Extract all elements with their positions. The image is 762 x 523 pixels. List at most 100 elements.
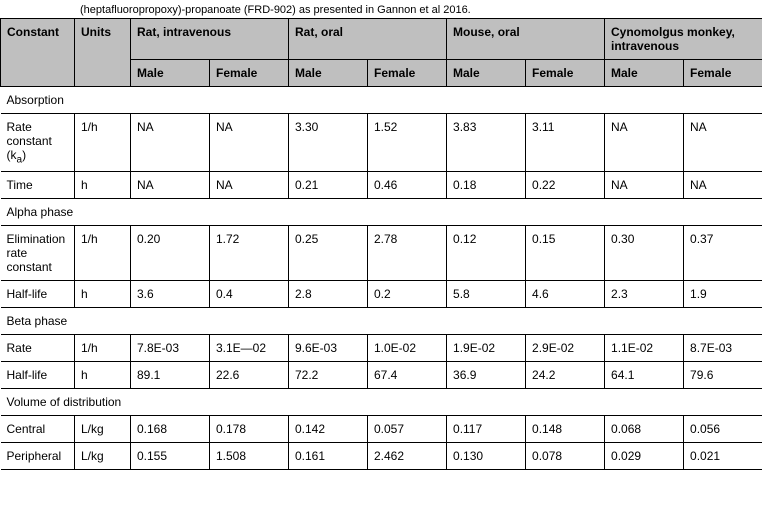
cell-value: 0.30	[605, 226, 684, 281]
cell-value: 1.72	[210, 226, 289, 281]
cell-value: 3.30	[289, 114, 368, 172]
cell-value: 67.4	[368, 362, 447, 389]
row-name: Time	[1, 172, 75, 199]
cell-value: 7.8E-03	[131, 335, 210, 362]
cell-value: 0.15	[526, 226, 605, 281]
cell-value: NA	[605, 172, 684, 199]
row-units: h	[75, 362, 131, 389]
col-male: Male	[605, 60, 684, 87]
col-female: Female	[526, 60, 605, 87]
cell-value: 0.117	[447, 416, 526, 443]
cell-value: 24.2	[526, 362, 605, 389]
cell-value: 2.462	[368, 443, 447, 470]
cell-value: 8.7E-03	[684, 335, 762, 362]
section-title: Beta phase	[1, 308, 762, 335]
cell-value: 0.25	[289, 226, 368, 281]
col-male: Male	[131, 60, 210, 87]
row-units: 1/h	[75, 335, 131, 362]
cell-value: 1.52	[368, 114, 447, 172]
col-group-rat-iv: Rat, intravenous	[131, 19, 289, 60]
cell-value: 2.78	[368, 226, 447, 281]
table-row: PeripheralL/kg0.1551.5080.1612.4620.1300…	[1, 443, 762, 470]
cell-value: 0.4	[210, 281, 289, 308]
col-female: Female	[368, 60, 447, 87]
table-body: AbsorptionRate constant (ka)1/hNANA3.301…	[1, 87, 762, 470]
table-header: Constant Units Rat, intravenous Rat, ora…	[1, 19, 762, 87]
cell-value: 9.6E-03	[289, 335, 368, 362]
cell-value: 1.9E-02	[447, 335, 526, 362]
table-row: Elimination rate constant1/h0.201.720.25…	[1, 226, 762, 281]
row-units: L/kg	[75, 416, 131, 443]
cell-value: 0.18	[447, 172, 526, 199]
cell-value: NA	[210, 172, 289, 199]
cell-value: 0.12	[447, 226, 526, 281]
cell-value: 0.20	[131, 226, 210, 281]
table-row: Rate1/h7.8E-033.1E—029.6E-031.0E-021.9E-…	[1, 335, 762, 362]
cell-value: 0.056	[684, 416, 762, 443]
cell-value: 64.1	[605, 362, 684, 389]
col-units: Units	[75, 19, 131, 87]
cell-value: 1.9	[684, 281, 762, 308]
table-row: TimehNANA0.210.460.180.22NANA	[1, 172, 762, 199]
cell-value: NA	[210, 114, 289, 172]
cell-value: 36.9	[447, 362, 526, 389]
col-group-cyno-iv: Cynomolgus monkey, intravenous	[605, 19, 762, 60]
row-name: Half-life	[1, 281, 75, 308]
section-title: Absorption	[1, 87, 762, 114]
cell-value: NA	[684, 114, 762, 172]
cell-value: 0.178	[210, 416, 289, 443]
col-male: Male	[447, 60, 526, 87]
cell-value: 0.078	[526, 443, 605, 470]
col-female: Female	[210, 60, 289, 87]
section-title: Volume of distribution	[1, 389, 762, 416]
cell-value: 0.021	[684, 443, 762, 470]
table-caption: (heptafluoropropoxy)-propanoate (FRD-902…	[0, 0, 762, 18]
cell-value: 2.9E-02	[526, 335, 605, 362]
col-group-rat-oral: Rat, oral	[289, 19, 447, 60]
row-name: Peripheral	[1, 443, 75, 470]
cell-value: 0.142	[289, 416, 368, 443]
cell-value: 0.21	[289, 172, 368, 199]
pk-parameters-table: Constant Units Rat, intravenous Rat, ora…	[0, 18, 762, 470]
cell-value: 0.155	[131, 443, 210, 470]
row-name: Elimination rate constant	[1, 226, 75, 281]
cell-value: 0.46	[368, 172, 447, 199]
cell-value: 1.1E-02	[605, 335, 684, 362]
table-row: Rate constant (ka)1/hNANA3.301.523.833.1…	[1, 114, 762, 172]
col-female: Female	[684, 60, 762, 87]
cell-value: 0.22	[526, 172, 605, 199]
cell-value: 0.148	[526, 416, 605, 443]
cell-value: 0.168	[131, 416, 210, 443]
cell-value: 3.1E—02	[210, 335, 289, 362]
col-constant: Constant	[1, 19, 75, 87]
cell-value: 79.6	[684, 362, 762, 389]
cell-value: 3.6	[131, 281, 210, 308]
row-units: h	[75, 281, 131, 308]
cell-value: 0.37	[684, 226, 762, 281]
cell-value: 0.2	[368, 281, 447, 308]
row-name: Rate constant (ka)	[1, 114, 75, 172]
row-units: L/kg	[75, 443, 131, 470]
cell-value: 22.6	[210, 362, 289, 389]
row-units: h	[75, 172, 131, 199]
cell-value: 3.83	[447, 114, 526, 172]
cell-value: NA	[605, 114, 684, 172]
cell-value: 0.130	[447, 443, 526, 470]
row-units: 1/h	[75, 226, 131, 281]
table-row: Half-lifeh89.122.672.267.436.924.264.179…	[1, 362, 762, 389]
cell-value: 5.8	[447, 281, 526, 308]
cell-value: 2.8	[289, 281, 368, 308]
table-row: Half-lifeh3.60.42.80.25.84.62.31.9	[1, 281, 762, 308]
cell-value: 0.057	[368, 416, 447, 443]
cell-value: 0.029	[605, 443, 684, 470]
cell-value: 0.161	[289, 443, 368, 470]
cell-value: 4.6	[526, 281, 605, 308]
cell-value: 1.0E-02	[368, 335, 447, 362]
col-male: Male	[289, 60, 368, 87]
cell-value: 89.1	[131, 362, 210, 389]
cell-value: 0.068	[605, 416, 684, 443]
section-title: Alpha phase	[1, 199, 762, 226]
cell-value: NA	[131, 172, 210, 199]
cell-value: 1.508	[210, 443, 289, 470]
cell-value: NA	[131, 114, 210, 172]
